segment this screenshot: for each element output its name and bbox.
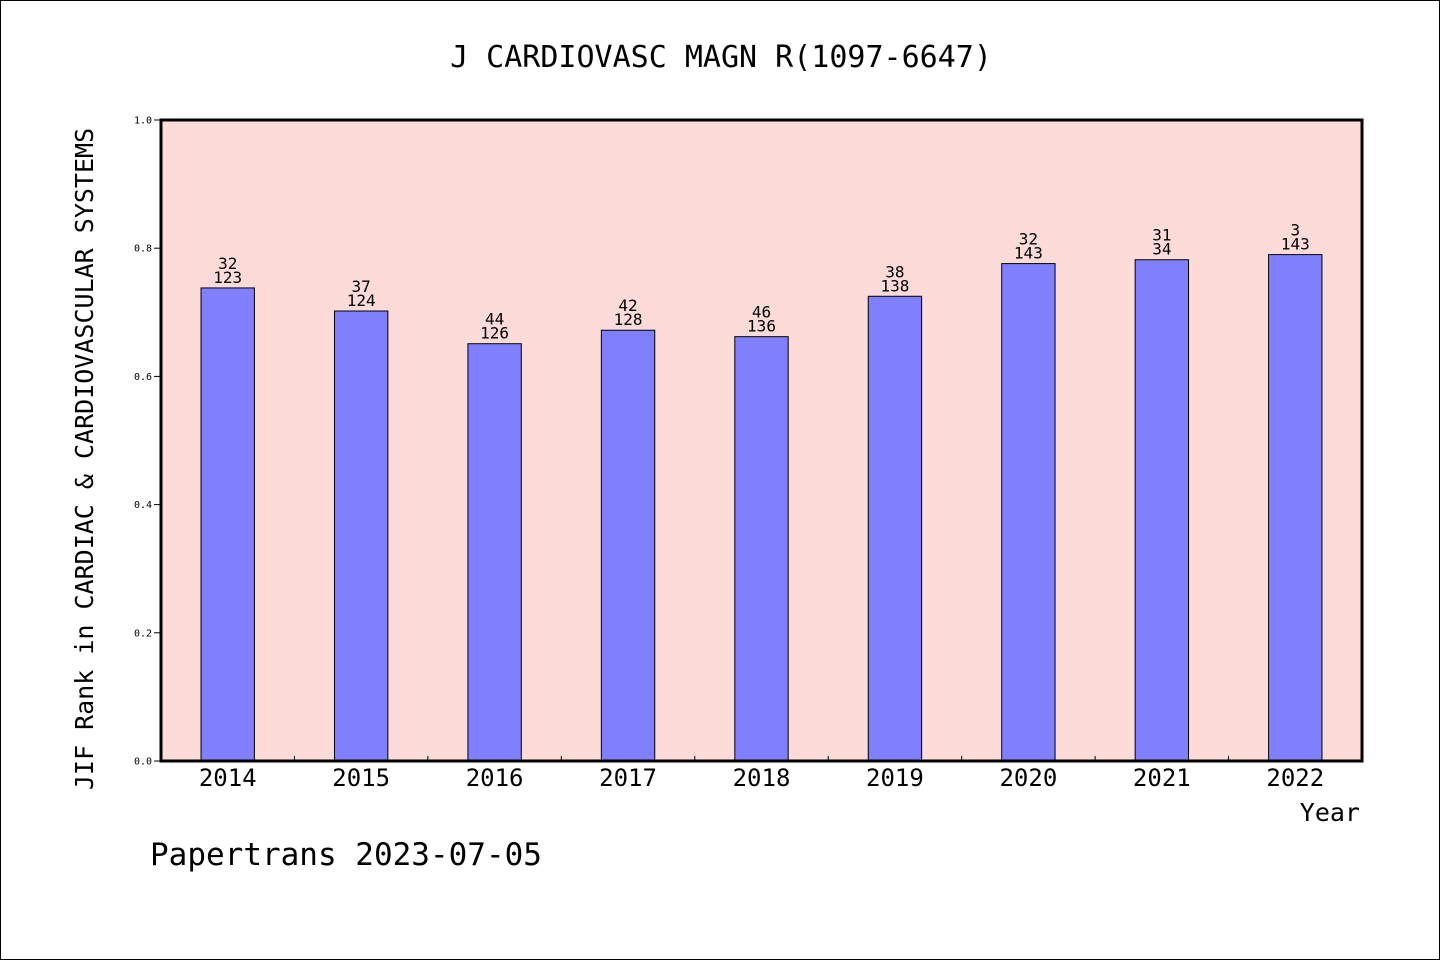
x-tick-label: 2017 — [599, 764, 657, 792]
bar-rank-label: 44 — [485, 310, 504, 329]
x-tick-label: 2015 — [332, 764, 390, 792]
bar-2018 — [734, 336, 789, 762]
bar-2014 — [200, 287, 255, 762]
y-tick-label: 1.0 — [134, 116, 152, 127]
x-axis: 2014 2015 2016 2017 2018 2019 2020 2021 2022 — [199, 756, 1324, 792]
y-axis: 0.0 0.2 0.4 0.6 0.8 1.0 — [134, 116, 161, 768]
bar-total-label: 123 — [213, 268, 242, 287]
x-tick-label: 2019 — [866, 764, 924, 792]
bar-2021 — [1134, 259, 1190, 762]
bar-rank-label: 37 — [352, 277, 371, 296]
bar-rank-label: 38 — [885, 262, 904, 281]
x-tick-label: 2022 — [1266, 764, 1324, 792]
y-tick-label: 0.8 — [134, 244, 152, 255]
bar-total-label: 136 — [747, 317, 776, 336]
x-axis-label: Year — [1300, 798, 1360, 827]
bars-group — [200, 254, 1323, 762]
plot-border — [159, 118, 1364, 763]
x-tick-label: 2018 — [733, 764, 791, 792]
x-tick-label: 2021 — [1133, 764, 1191, 792]
y-tick-label: 0.4 — [134, 500, 152, 511]
bar-rank-label: 46 — [752, 303, 771, 322]
y-tick-label: 0.0 — [134, 757, 152, 768]
bar-total-label: 143 — [1281, 235, 1310, 254]
y-tick-label: 0.6 — [134, 372, 152, 383]
x-tick-label: 2016 — [466, 764, 524, 792]
bar-2017 — [600, 329, 656, 762]
bar-rank-label: 3 — [1290, 221, 1300, 240]
y-tick-label: 0.2 — [134, 628, 152, 639]
bar-2019 — [867, 295, 923, 762]
chart-title: J CARDIOVASC MAGN R(1097-6647) — [450, 40, 992, 75]
bar-total-label: 34 — [1152, 240, 1171, 259]
footer-credit: Papertrans 2023-07-05 — [150, 837, 542, 873]
bar-2016 — [467, 343, 522, 762]
x-tick-label: 2014 — [199, 764, 257, 792]
bar-total-label: 128 — [614, 310, 643, 329]
bar-2022 — [1268, 254, 1323, 762]
bar-total-label: 126 — [480, 324, 509, 343]
bar-rank-label: 32 — [1019, 230, 1038, 249]
bar-rank-label: 31 — [1152, 226, 1171, 245]
bar-total-label: 138 — [880, 276, 909, 295]
y-axis-label: JIF Rank in CARDIAC & CARDIOVASCULAR SYS… — [70, 128, 99, 790]
bar-total-label: 143 — [1014, 244, 1043, 263]
bar-rank-label: 42 — [618, 296, 637, 315]
bar-total-label: 124 — [347, 291, 376, 310]
bar-2020 — [1001, 263, 1056, 762]
bar-rank-label: 32 — [218, 254, 237, 273]
x-tick-label: 2020 — [999, 764, 1057, 792]
bar-2015 — [333, 310, 389, 762]
